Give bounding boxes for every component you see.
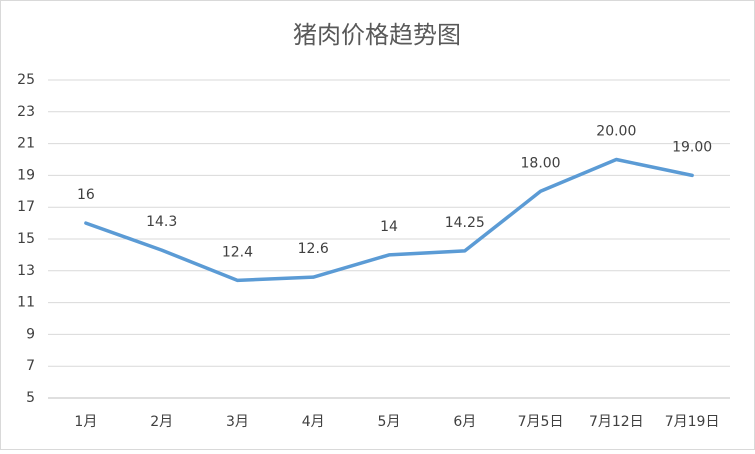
data-label: 20.00	[596, 124, 636, 140]
data-label: 16	[77, 187, 95, 203]
y-tick-label: 9	[26, 326, 35, 342]
x-tick-label: 5月	[378, 414, 401, 430]
y-tick-label: 25	[17, 72, 35, 88]
y-tick-label: 11	[17, 295, 35, 311]
y-tick-label: 19	[17, 167, 35, 183]
y-tick-label: 13	[17, 263, 35, 279]
y-tick-label: 17	[17, 199, 35, 215]
chart-title: 猪肉价格趋势图	[293, 21, 461, 49]
y-tick-label: 7	[26, 358, 35, 374]
data-label: 14.3	[146, 214, 177, 230]
data-line	[84, 157, 694, 283]
x-tick-label: 7月5日	[518, 414, 564, 430]
x-tick-label: 4月	[302, 414, 325, 430]
data-label: 14	[380, 219, 398, 235]
y-tick-label: 21	[17, 136, 35, 152]
x-tick-label: 1月	[74, 414, 97, 430]
data-label: 12.4	[222, 244, 253, 260]
data-label: 18.00	[521, 155, 561, 171]
y-tick-label: 23	[17, 104, 35, 120]
x-tick-label: 2月	[150, 414, 173, 430]
y-tick-label: 15	[17, 231, 35, 247]
x-tick-label: 7月12日	[589, 414, 644, 430]
data-label: 12.6	[298, 241, 329, 257]
data-label: 19.00	[672, 139, 712, 155]
x-tick-label: 3月	[226, 414, 249, 430]
x-tick-label: 6月	[453, 414, 476, 430]
data-label: 14.25	[445, 215, 485, 231]
x-tick-label: 7月19日	[665, 414, 720, 430]
y-tick-label: 5	[26, 390, 35, 406]
